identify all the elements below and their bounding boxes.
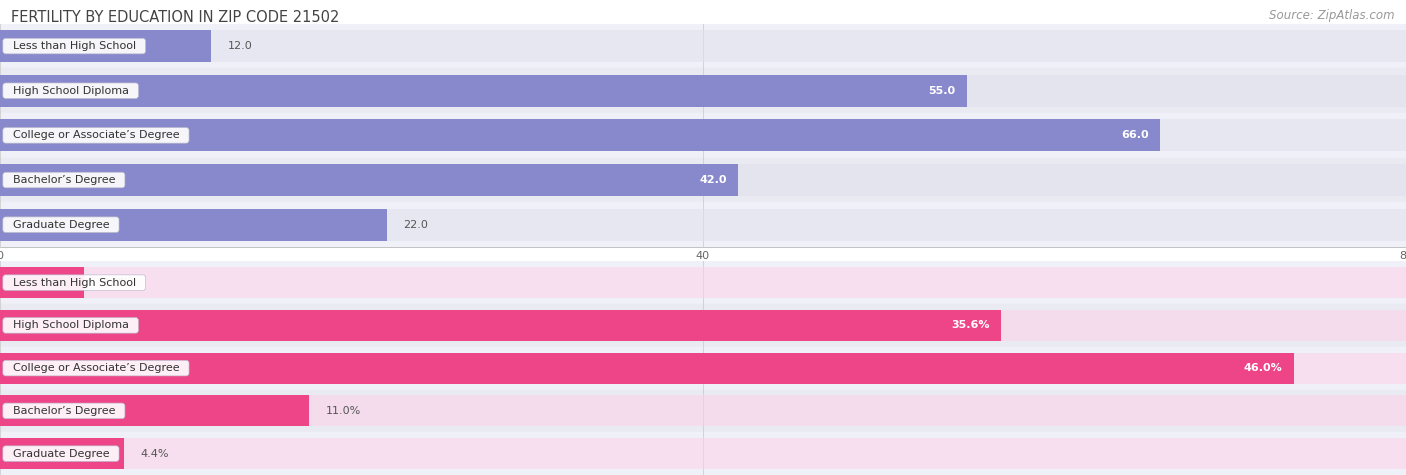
Text: Less than High School: Less than High School — [6, 41, 143, 51]
Bar — [0, 267, 1406, 298]
Text: Graduate Degree: Graduate Degree — [6, 448, 117, 459]
Text: 11.0%: 11.0% — [326, 406, 361, 416]
Text: 12.0: 12.0 — [228, 41, 253, 51]
Text: Bachelor’s Degree: Bachelor’s Degree — [6, 175, 122, 185]
Text: 3.0%: 3.0% — [101, 277, 129, 288]
Text: College or Associate’s Degree: College or Associate’s Degree — [6, 363, 186, 373]
Text: 46.0%: 46.0% — [1243, 363, 1282, 373]
Bar — [0, 75, 967, 107]
Text: Source: ZipAtlas.com: Source: ZipAtlas.com — [1270, 10, 1395, 22]
Bar — [0, 353, 1294, 383]
Bar — [0, 432, 1406, 475]
Bar — [0, 396, 1406, 426]
Bar — [0, 30, 1406, 62]
Text: Less than High School: Less than High School — [6, 277, 143, 288]
Bar — [0, 202, 1406, 247]
Text: 42.0: 42.0 — [699, 175, 727, 185]
Bar — [0, 310, 1001, 341]
Bar — [0, 209, 387, 241]
Text: FERTILITY BY EDUCATION IN ZIP CODE 21502: FERTILITY BY EDUCATION IN ZIP CODE 21502 — [11, 10, 340, 25]
Text: High School Diploma: High School Diploma — [6, 320, 135, 331]
Bar — [0, 119, 1406, 152]
Bar — [0, 24, 1406, 68]
Text: 35.6%: 35.6% — [952, 320, 990, 331]
Bar — [0, 396, 309, 426]
Text: 22.0: 22.0 — [404, 219, 429, 230]
Bar — [0, 113, 1406, 158]
Text: High School Diploma: High School Diploma — [6, 86, 135, 96]
Bar — [0, 438, 1406, 469]
Text: Graduate Degree: Graduate Degree — [6, 219, 117, 230]
Bar — [0, 438, 124, 469]
Text: College or Associate’s Degree: College or Associate’s Degree — [6, 130, 186, 141]
Bar — [0, 261, 1406, 304]
Bar — [0, 68, 1406, 113]
Bar — [0, 158, 1406, 202]
Bar — [0, 75, 1406, 107]
Text: 4.4%: 4.4% — [141, 448, 169, 459]
Bar — [0, 30, 211, 62]
Bar — [0, 209, 1406, 241]
Text: Bachelor’s Degree: Bachelor’s Degree — [6, 406, 122, 416]
Bar — [0, 390, 1406, 432]
Bar — [0, 347, 1406, 390]
Text: 55.0: 55.0 — [928, 86, 956, 96]
Bar — [0, 310, 1406, 341]
Bar — [0, 353, 1406, 383]
Bar — [0, 119, 1160, 152]
Bar — [0, 267, 84, 298]
Text: 66.0: 66.0 — [1121, 130, 1149, 141]
Bar — [0, 164, 738, 196]
Bar — [0, 164, 1406, 196]
Bar — [0, 304, 1406, 347]
